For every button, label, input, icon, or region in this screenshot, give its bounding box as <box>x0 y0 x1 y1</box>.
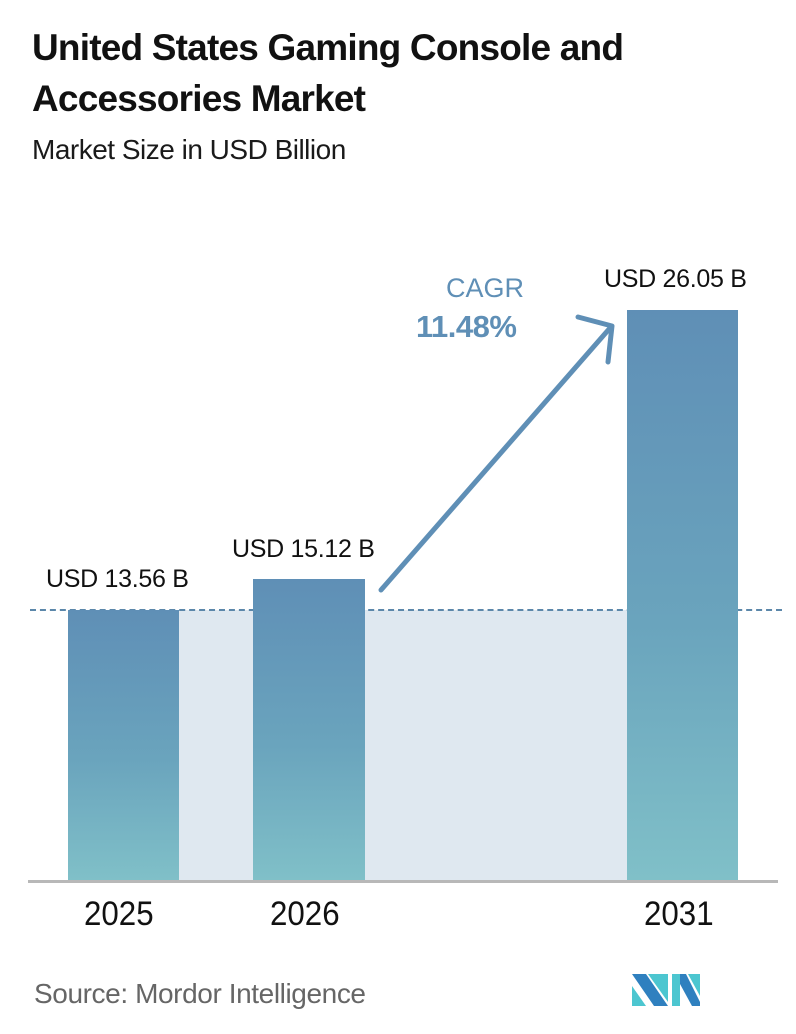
source-text: Source: Mordor Intelligence <box>34 978 366 1009</box>
reference-dashed-line <box>30 609 782 611</box>
shaded-band <box>68 610 738 882</box>
cagr-label: CAGR <box>446 273 525 303</box>
bar-2025 <box>68 610 179 881</box>
cagr-value: 11.48% <box>416 309 517 344</box>
bar-2031 <box>627 310 738 881</box>
x-axis-line <box>28 880 778 883</box>
x-tick-2026: 2026 <box>270 895 340 933</box>
bar-2026 <box>253 579 365 881</box>
chart-title: United States Gaming Console and Accesso… <box>32 27 624 119</box>
mordor-intelligence-logo-icon <box>632 974 700 1006</box>
x-tick-2031: 2031 <box>644 895 714 933</box>
bar-value-label-2025: USD 13.56 B <box>46 565 189 593</box>
chart-subtitle: Market Size in USD Billion <box>32 134 346 165</box>
x-tick-2025: 2025 <box>84 895 154 933</box>
bar-value-label-2031: USD 26.05 B <box>604 265 747 293</box>
bar-value-label-2026: USD 15.12 B <box>232 535 375 563</box>
